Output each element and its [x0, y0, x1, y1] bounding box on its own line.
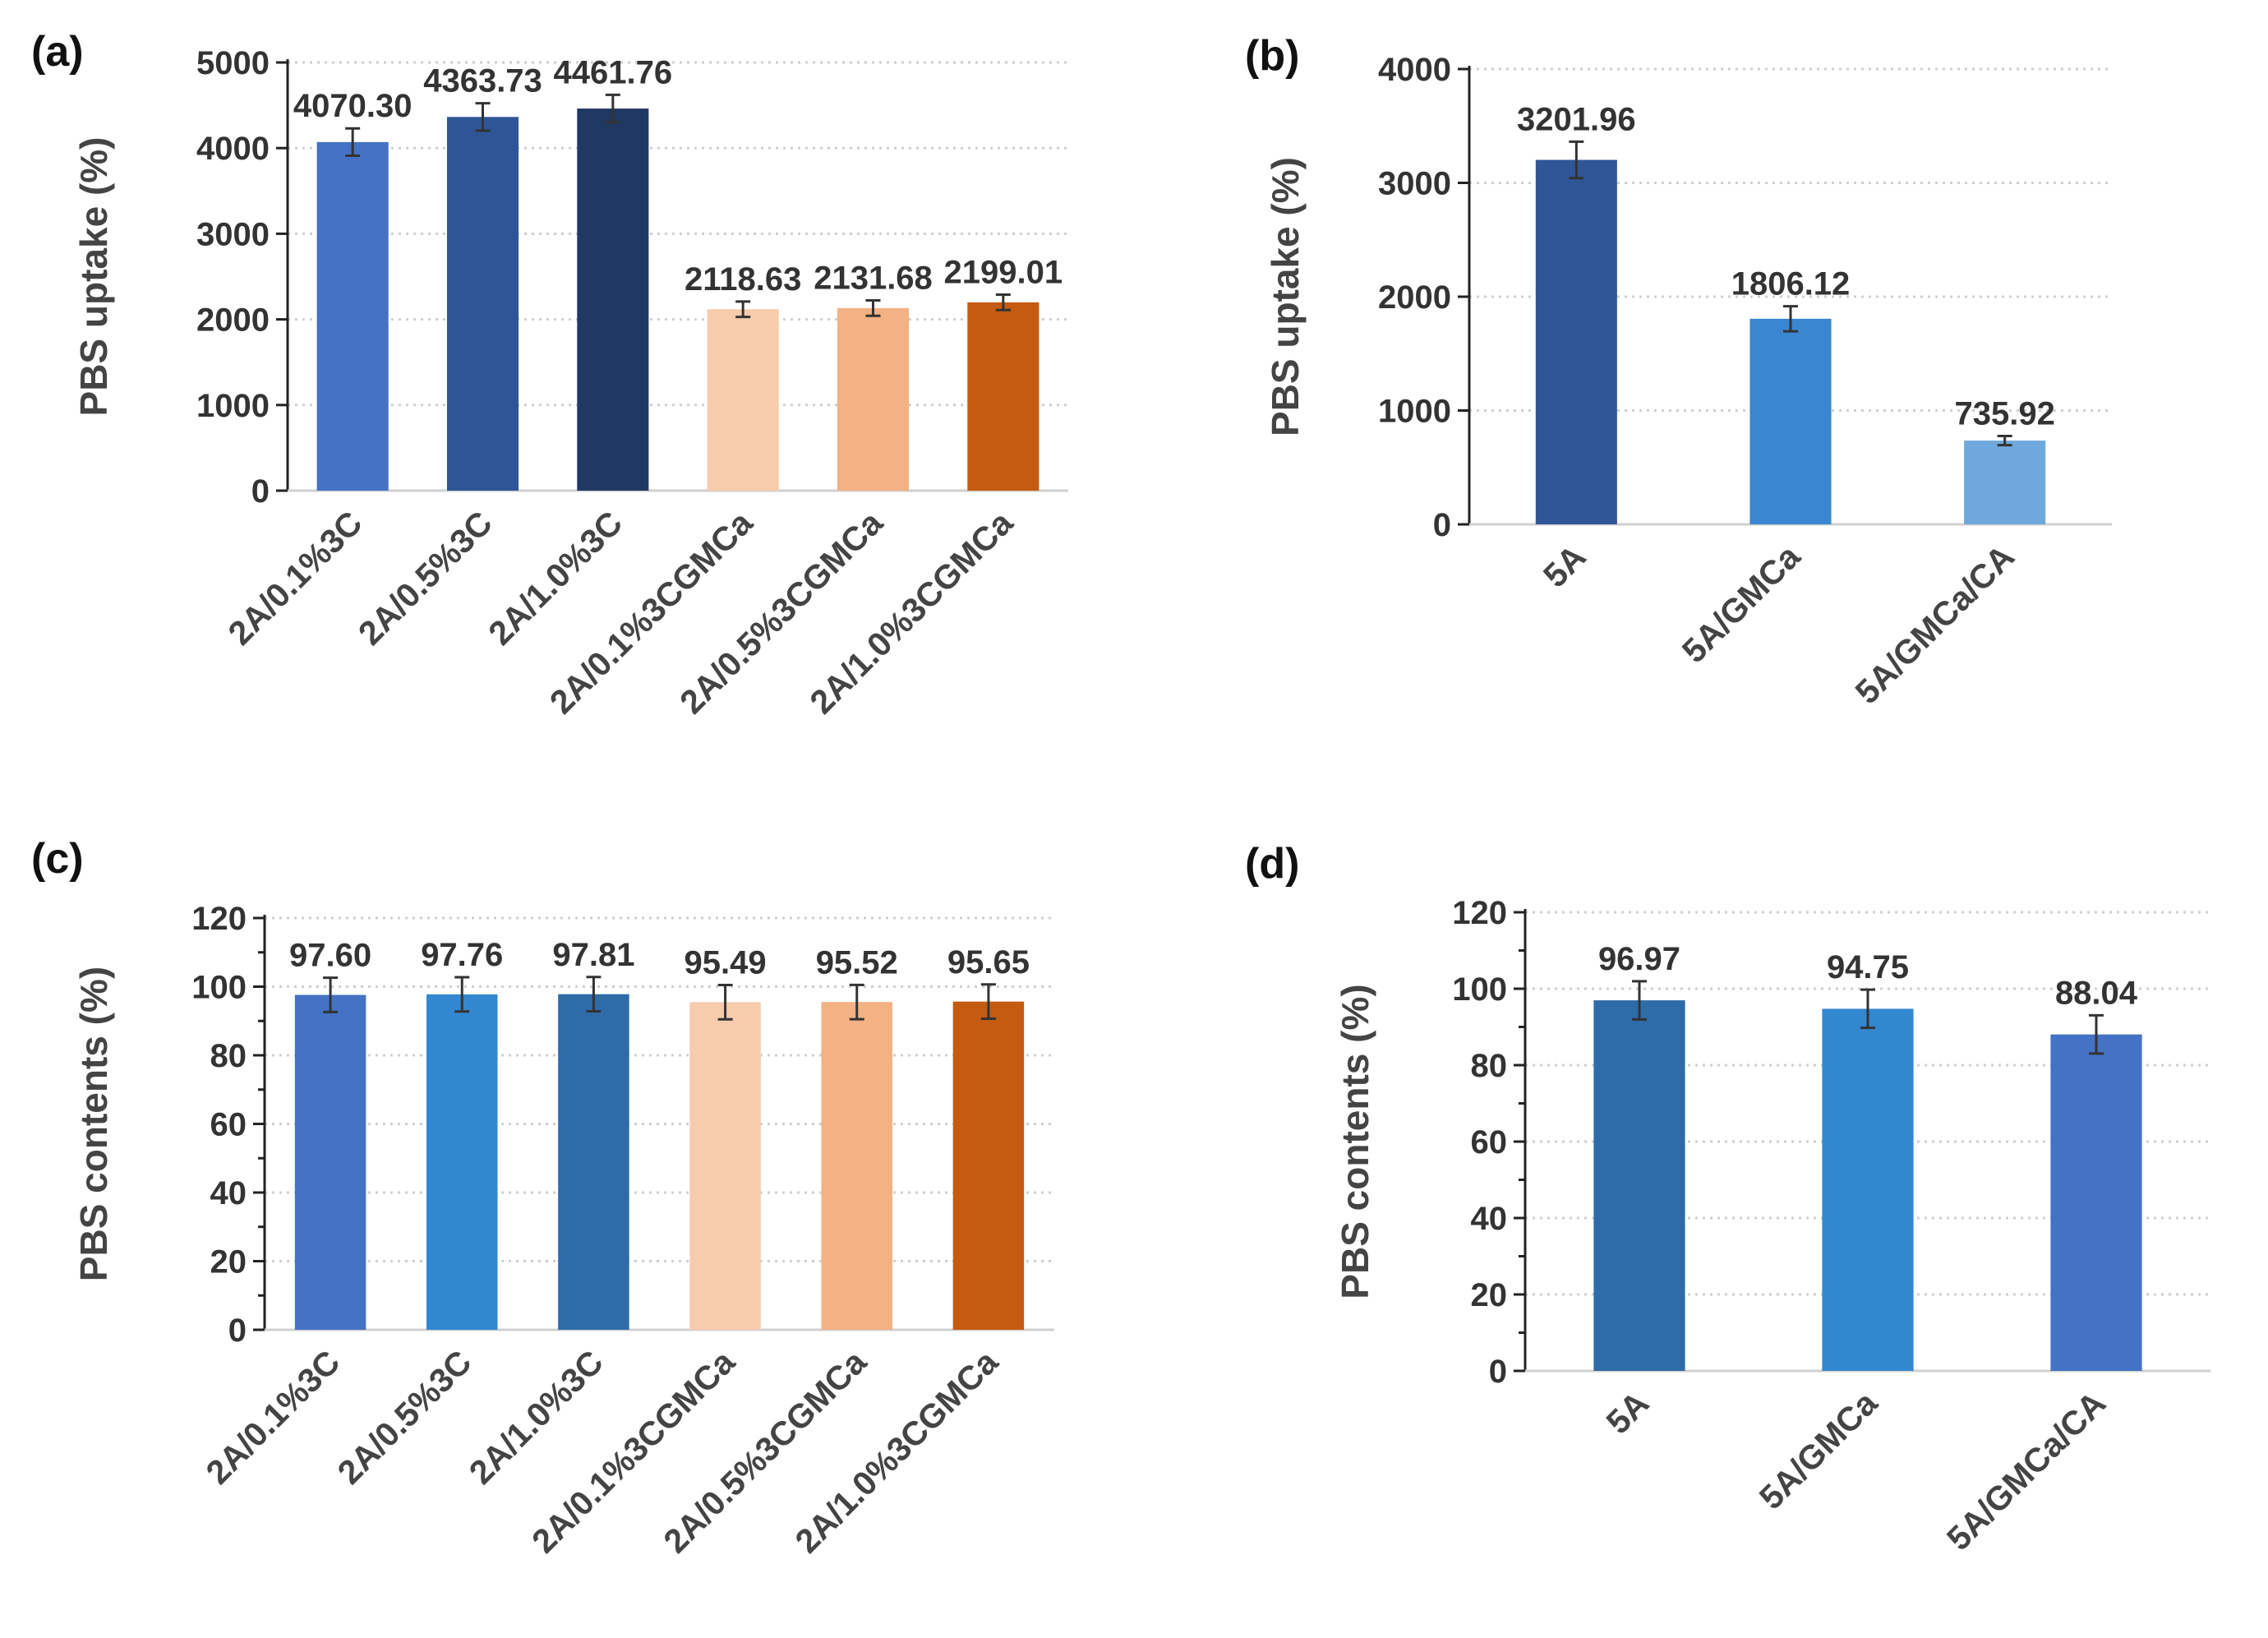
y-tick-label: 1000 — [196, 388, 270, 424]
bar-a-4 — [707, 309, 779, 491]
data-label: 95.65 — [947, 944, 1030, 980]
y-tick-label: 2000 — [1378, 279, 1451, 316]
y-axis-title: PBS contents (%) — [72, 967, 115, 1281]
y-tick-label: 120 — [1452, 895, 1507, 931]
y-tick-label: 80 — [210, 1038, 247, 1074]
data-label: 2199.01 — [944, 254, 1063, 290]
bar-a-1 — [316, 141, 389, 491]
panel-label: (a) — [31, 28, 84, 76]
y-tick-label: 0 — [251, 473, 270, 510]
category-label: 5A/GMCa/CA — [1848, 538, 2021, 711]
category-label: 2A/0.1%3C — [221, 504, 370, 653]
bar-d-1 — [1593, 1000, 1685, 1371]
data-label: 735.92 — [1954, 396, 2054, 432]
data-label: 2131.68 — [814, 261, 933, 297]
bar-c-4 — [689, 1002, 761, 1330]
bar-c-1 — [294, 994, 366, 1330]
bar-b-3 — [1964, 441, 2046, 524]
bar-c-3 — [558, 994, 629, 1330]
y-tick-label: 4000 — [196, 131, 270, 167]
y-tick-label: 40 — [210, 1175, 247, 1211]
panel-c: (c) PBS contents (%) 0 20 40 60 80 100 120 97.60 2… — [31, 835, 1054, 1560]
bar-d-2 — [1822, 1008, 1914, 1371]
data-label: 97.76 — [421, 937, 503, 973]
data-label: 95.49 — [685, 944, 767, 980]
y-tick-label: 40 — [1471, 1201, 1508, 1237]
category-label: 5A — [1599, 1384, 1657, 1442]
y-tick-label: 1000 — [1378, 394, 1451, 430]
bar-c-6 — [952, 1001, 1025, 1330]
category-label: 2A/0.1%3C — [199, 1343, 348, 1492]
data-label: 4461.76 — [554, 54, 673, 90]
bar-b-1 — [1535, 159, 1617, 524]
data-label: 94.75 — [1827, 949, 1909, 985]
data-label: 95.52 — [816, 944, 898, 980]
data-label: 97.81 — [552, 937, 634, 973]
y-tick-label: 100 — [1452, 971, 1507, 1008]
bar-a-2 — [446, 117, 519, 491]
data-label: 96.97 — [1598, 941, 1680, 977]
category-label: 5A — [1536, 538, 1593, 595]
panel-d: (d) PBS contents (%) 0 20 40 60 80 100 120 96.97 5… — [1245, 840, 2210, 1557]
category-label: 5A/GMCa/CA — [1939, 1384, 2113, 1557]
y-tick-label: 20 — [1471, 1277, 1508, 1313]
data-label: 88.04 — [2055, 975, 2138, 1011]
category-label: 5A/GMCa — [1675, 537, 1808, 670]
data-label: 1806.12 — [1731, 266, 1851, 302]
bar-a-6 — [967, 302, 1040, 491]
panel-label: (c) — [31, 835, 84, 883]
data-label: 3201.96 — [1517, 101, 1636, 137]
y-tick-label: 120 — [191, 901, 247, 937]
data-label: 4363.73 — [423, 63, 542, 99]
y-tick-label: 3000 — [1378, 166, 1451, 202]
bar-c-2 — [426, 994, 498, 1330]
y-tick-label: 60 — [1471, 1124, 1508, 1160]
category-label: 5A/GMCa — [1752, 1383, 1885, 1516]
y-tick-label: 0 — [1433, 507, 1451, 543]
y-axis-title: PBS uptake (%) — [72, 137, 115, 417]
panel-a: (a) PBS uptake (%) 0 1000 2000 3000 4000 5000 40… — [31, 28, 1068, 721]
data-label: 97.60 — [289, 938, 371, 974]
y-tick-label: 100 — [191, 970, 247, 1006]
y-axis-title: PBS uptake (%) — [1264, 157, 1307, 436]
y-tick-label: 5000 — [196, 45, 270, 81]
bar-a-3 — [577, 108, 649, 491]
y-tick-label: 2000 — [196, 302, 270, 339]
panel-label: (d) — [1245, 840, 1299, 888]
y-tick-label: 80 — [1471, 1048, 1508, 1084]
data-label: 4070.30 — [293, 88, 413, 124]
category-label: 2A/0.5%3C — [351, 504, 500, 653]
y-tick-label: 4000 — [1378, 52, 1451, 88]
data-label: 2118.63 — [685, 261, 801, 298]
category-label: 2A/0.5%3C — [330, 1343, 479, 1492]
y-axis-title: PBS contents (%) — [1334, 984, 1376, 1299]
y-tick-label: 20 — [210, 1244, 247, 1280]
panel-label: (b) — [1245, 32, 1299, 80]
y-tick-label: 3000 — [196, 216, 270, 252]
y-tick-label: 0 — [228, 1313, 247, 1349]
bar-a-5 — [837, 307, 910, 491]
panel-b: (b) PBS uptake (%) 0 1000 2000 3000 4000 3201.9… — [1245, 32, 2112, 711]
bar-b-2 — [1749, 318, 1832, 524]
bar-c-5 — [821, 1002, 892, 1330]
y-tick-label: 60 — [210, 1107, 247, 1143]
y-tick-label: 0 — [1489, 1354, 1507, 1390]
bar-d-3 — [2050, 1034, 2142, 1371]
